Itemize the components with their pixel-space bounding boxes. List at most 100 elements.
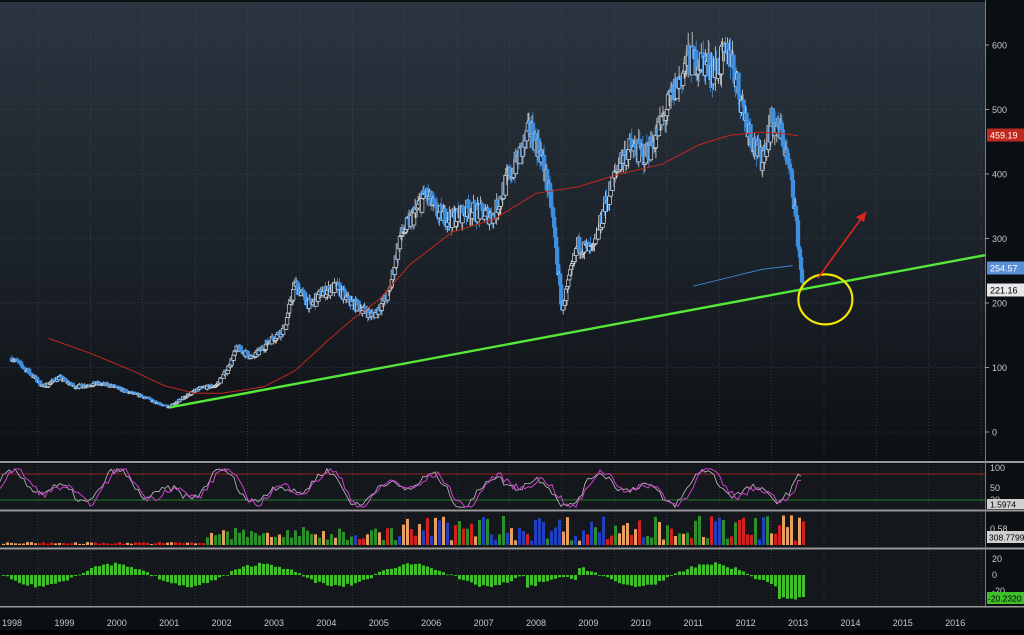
histogram-bar xyxy=(642,575,645,586)
volume-bar xyxy=(646,535,649,545)
annotation-arrow-head xyxy=(856,212,866,222)
histogram-bar xyxy=(434,569,437,575)
volume-bar xyxy=(330,534,333,545)
histogram-bar xyxy=(326,575,329,586)
histogram-bar xyxy=(314,575,317,583)
histogram-bar xyxy=(82,572,85,575)
volume-bar xyxy=(550,531,553,545)
volume-bar xyxy=(14,543,17,545)
histogram-bar xyxy=(482,575,485,586)
histogram-bar xyxy=(710,564,713,575)
volume-bar xyxy=(310,534,313,545)
histogram-bar xyxy=(694,567,697,575)
histogram-bar xyxy=(10,575,13,580)
volume-bar xyxy=(306,530,309,545)
histogram-bar xyxy=(234,569,237,575)
y-tick-label: 0 xyxy=(992,428,997,438)
histogram-bar xyxy=(546,575,549,582)
histogram-bar xyxy=(78,574,81,576)
volume-bar xyxy=(366,534,369,545)
x-tick-label: 2009 xyxy=(578,618,598,628)
histogram-bar xyxy=(430,568,433,575)
volume-bar xyxy=(126,542,129,545)
histogram-bar xyxy=(402,564,405,575)
volume-bar xyxy=(338,528,341,545)
volume-bar xyxy=(178,542,181,545)
histogram-bar xyxy=(650,575,653,585)
volume-bar xyxy=(90,542,93,545)
histogram-bar xyxy=(178,575,181,586)
histogram-bar xyxy=(790,575,793,599)
volume-bar xyxy=(390,528,393,545)
histogram-bar xyxy=(718,563,721,575)
histogram-bar xyxy=(286,568,289,575)
histogram-bar xyxy=(530,575,533,586)
volume-bar xyxy=(2,543,5,545)
volume-bar xyxy=(658,521,661,545)
histogram-bar xyxy=(766,575,769,583)
volume-bar xyxy=(546,538,549,545)
volume-bar xyxy=(470,523,473,545)
histogram-bar xyxy=(42,575,45,587)
histogram-bar xyxy=(90,567,93,575)
volume-bar xyxy=(210,532,213,545)
volume-bar xyxy=(638,520,641,545)
volume-bar xyxy=(354,535,357,545)
histogram-bar xyxy=(562,575,565,578)
candle-body xyxy=(482,215,487,220)
volume-bar xyxy=(642,537,645,545)
histogram-bar xyxy=(794,575,797,600)
histogram-bar xyxy=(238,568,241,575)
oscillator-tick-label: 50 xyxy=(990,483,1000,493)
volume-bar xyxy=(142,542,145,545)
histogram-bar xyxy=(250,566,253,575)
histogram-bar xyxy=(366,575,369,580)
candle-body xyxy=(577,237,582,254)
histogram-bar xyxy=(118,564,121,575)
volume-bar xyxy=(750,534,753,545)
histogram-bar xyxy=(542,575,545,582)
volume-bar xyxy=(706,538,709,545)
histogram-bar xyxy=(322,575,325,584)
histogram-bar xyxy=(34,575,37,588)
histogram-bar xyxy=(194,575,197,586)
histogram-bar xyxy=(390,568,393,575)
histogram-bar xyxy=(446,574,449,576)
histogram-bar xyxy=(514,575,517,579)
histogram-bar xyxy=(54,575,57,584)
histogram-bar xyxy=(222,575,225,576)
volume-bar xyxy=(442,516,445,545)
volume-bar xyxy=(490,534,493,545)
volume-bar xyxy=(410,529,413,545)
histogram-bar xyxy=(318,575,321,582)
volume-bar xyxy=(686,532,689,545)
volume-bar xyxy=(474,536,477,545)
volume-bar xyxy=(746,534,749,545)
volume-bar xyxy=(394,540,397,545)
candle-body xyxy=(593,238,598,245)
candle-body xyxy=(26,368,32,374)
volume-bar xyxy=(522,531,525,545)
volume-bar xyxy=(18,543,21,545)
histogram-bar xyxy=(518,575,521,577)
histogram-bar xyxy=(310,575,313,580)
histogram-bar xyxy=(74,575,77,577)
volume-bar xyxy=(414,535,417,545)
volume-bar xyxy=(406,518,409,545)
volume-bar xyxy=(286,530,289,545)
histogram-bar xyxy=(626,575,629,585)
histogram-bar xyxy=(602,575,605,577)
histogram-bar xyxy=(258,562,261,575)
volume-bar xyxy=(194,543,197,545)
histogram-bar xyxy=(218,575,221,578)
x-tick-label: 2015 xyxy=(893,618,913,628)
x-tick-label: 2002 xyxy=(212,618,232,628)
histogram-bar xyxy=(658,575,661,582)
last-price-tag-box xyxy=(987,283,1024,297)
histogram-bar xyxy=(98,566,101,575)
volume-bar xyxy=(234,527,237,545)
volume-bar xyxy=(82,543,85,545)
histogram-bar xyxy=(646,575,649,585)
histogram-bar xyxy=(754,575,757,580)
histogram-bar xyxy=(242,566,245,575)
